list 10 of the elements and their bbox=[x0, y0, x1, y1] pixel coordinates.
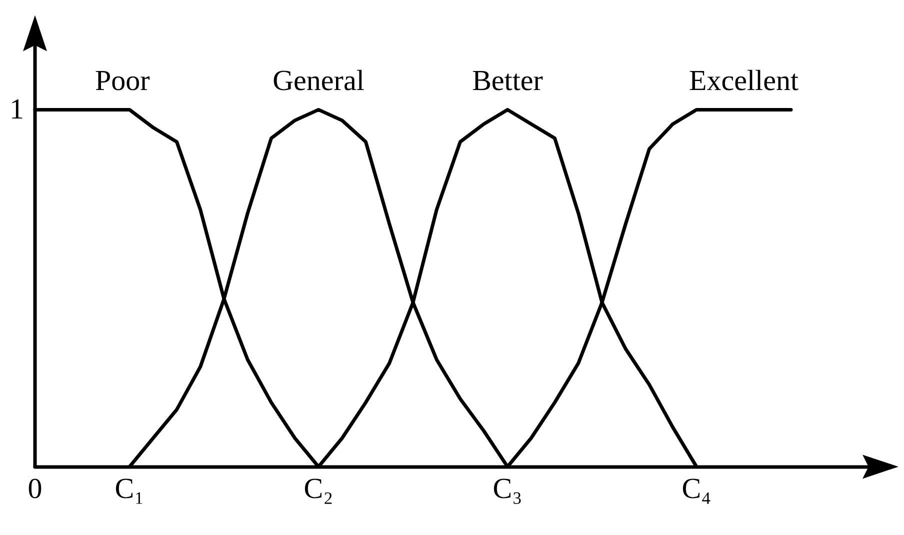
x-tick-label: C₂ bbox=[304, 473, 334, 506]
x-tick-label: C₁ bbox=[114, 473, 144, 506]
x-tick-label: C₃ bbox=[492, 473, 522, 506]
series-label: Better bbox=[472, 65, 544, 98]
x-tick-label: C₄ bbox=[682, 473, 712, 506]
x-tick-label: 0 bbox=[28, 473, 42, 506]
series-label: Poor bbox=[94, 65, 150, 98]
series-label: General bbox=[272, 65, 364, 98]
series-label: Excellent bbox=[688, 65, 799, 98]
text: 1 bbox=[10, 94, 24, 126]
